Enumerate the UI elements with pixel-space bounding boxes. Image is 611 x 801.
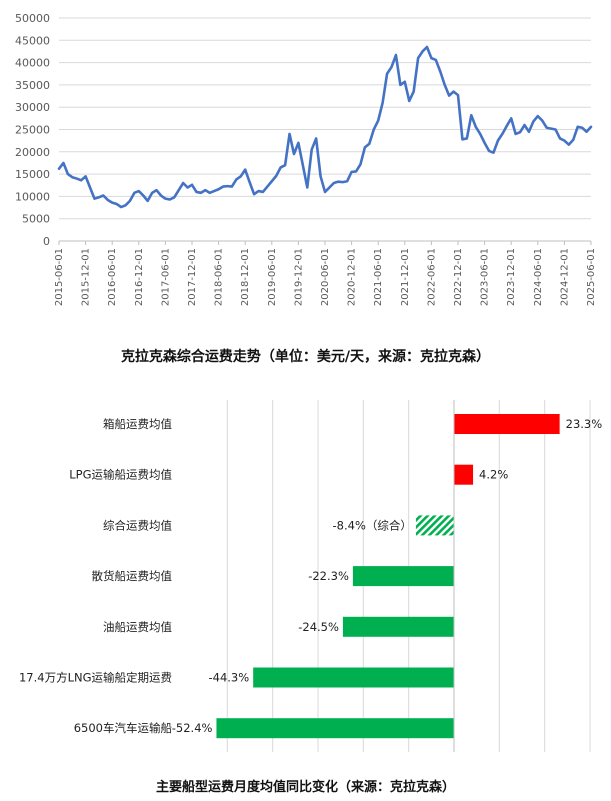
x-tick-label-2017-06-01: 2017-06-01 xyxy=(160,248,171,306)
category-label-箱船运费均值: 箱船运费均值 xyxy=(103,417,172,431)
bar-油船运费均值 xyxy=(342,616,454,637)
x-tick-label-2016-06-01: 2016-06-01 xyxy=(107,248,118,306)
category-label-综合运费均值: 综合运费均值 xyxy=(103,518,172,532)
bar-17.4万方LNG运输船定期运费 xyxy=(253,667,454,688)
y-tick-label-45000: 45000 xyxy=(15,34,50,47)
x-tick-label-2021-12-01: 2021-12-01 xyxy=(400,248,411,306)
category-label-油船运费均值: 油船运费均值 xyxy=(103,620,172,634)
y-tick-label-5000: 5000 xyxy=(22,213,50,226)
value-label-散货船运费均值: -22.3% xyxy=(308,569,349,583)
x-tick-label-2021-06-01: 2021-06-01 xyxy=(373,248,384,306)
bar-6500车汽车运输船 xyxy=(216,718,454,739)
value-label-17.4万方LNG运输船定期运费: -44.3% xyxy=(208,671,249,685)
x-tick-label-2016-12-01: 2016-12-01 xyxy=(134,248,145,306)
yoy-change-bar-chart: 箱船运费均值 23.3% LPG运输船运费均值 4.2% 综合运费均值 -8.4%（综合）… xyxy=(19,400,603,752)
bar-箱船运费均值 xyxy=(454,414,560,434)
x-tick-label-2015-06-01: 2015-06-01 xyxy=(54,248,65,306)
value-label-LPG运输船运费均值: 4.2% xyxy=(479,468,508,482)
freight-rate-line xyxy=(57,45,593,209)
yoy-change-chart-title: 主要船型运费月度均值同比变化（来源：克拉克森） xyxy=(155,780,455,795)
category-label-散货船运费均值: 散货船运费均值 xyxy=(92,569,173,583)
x-tick-label-2015-12-01: 2015-12-01 xyxy=(81,248,92,306)
category-label-6500车汽车运输船: 6500车汽车运输船 xyxy=(74,721,173,735)
category-label-17.4万方LNG运输船定期运费: 17.4万方LNG运输船定期运费 xyxy=(19,671,172,685)
y-tick-label-15000: 15000 xyxy=(15,168,50,181)
x-tick-label-2023-06-01: 2023-06-01 xyxy=(480,248,491,306)
x-tick-label-2019-06-01: 2019-06-01 xyxy=(267,248,278,306)
y-tick-label-35000: 35000 xyxy=(15,79,50,92)
x-tick-label-2020-06-01: 2020-06-01 xyxy=(320,248,331,306)
bar-综合运费均值 xyxy=(415,515,454,536)
y-tick-label-30000: 30000 xyxy=(15,101,50,114)
x-tick-label-2024-12-01: 2024-12-01 xyxy=(559,248,570,306)
y-tick-label-50000: 50000 xyxy=(15,12,50,25)
x-tick-label-2023-12-01: 2023-12-01 xyxy=(506,248,517,306)
y-tick-label-20000: 20000 xyxy=(15,146,50,159)
y-tick-label-10000: 10000 xyxy=(15,190,50,203)
x-tick-label-2020-12-01: 2020-12-01 xyxy=(347,248,358,306)
x-tick-label-2025-06-01: 2025-06-01 xyxy=(586,248,597,306)
y-tick-label-25000: 25000 xyxy=(15,124,50,137)
value-label-综合运费均值: -8.4%（综合） xyxy=(333,518,412,532)
x-tick-label-2018-12-01: 2018-12-01 xyxy=(240,248,251,306)
bar-LPG运输船运费均值 xyxy=(454,464,474,485)
freight-trend-line-chart: 0 5000 10000 15000 20000 25000 30000 35000 40000… xyxy=(15,12,597,306)
value-label-6500车汽车运输船: -52.4% xyxy=(172,721,213,735)
category-label-LPG运输船运费均值: LPG运输船运费均值 xyxy=(69,468,172,482)
x-tick-label-2018-06-01: 2018-06-01 xyxy=(214,248,225,306)
x-tick-label-2022-06-01: 2022-06-01 xyxy=(426,248,437,306)
bar-散货船运费均值 xyxy=(352,566,454,587)
x-tick-label-2022-12-01: 2022-12-01 xyxy=(453,248,464,306)
freight-trend-chart-title: 克拉克森综合运费走势（单位：美元/天，来源：克拉克森） xyxy=(120,349,491,365)
y-tick-label-40000: 40000 xyxy=(15,57,50,70)
x-tick-label-2017-12-01: 2017-12-01 xyxy=(187,248,198,306)
x-tick-label-2024-06-01: 2024-06-01 xyxy=(533,248,544,306)
y-tick-label-0: 0 xyxy=(43,235,50,248)
x-tick-label-2019-12-01: 2019-12-01 xyxy=(293,248,304,306)
value-label-油船运费均值: -24.5% xyxy=(298,620,339,634)
value-label-箱船运费均值: 23.3% xyxy=(566,417,603,431)
